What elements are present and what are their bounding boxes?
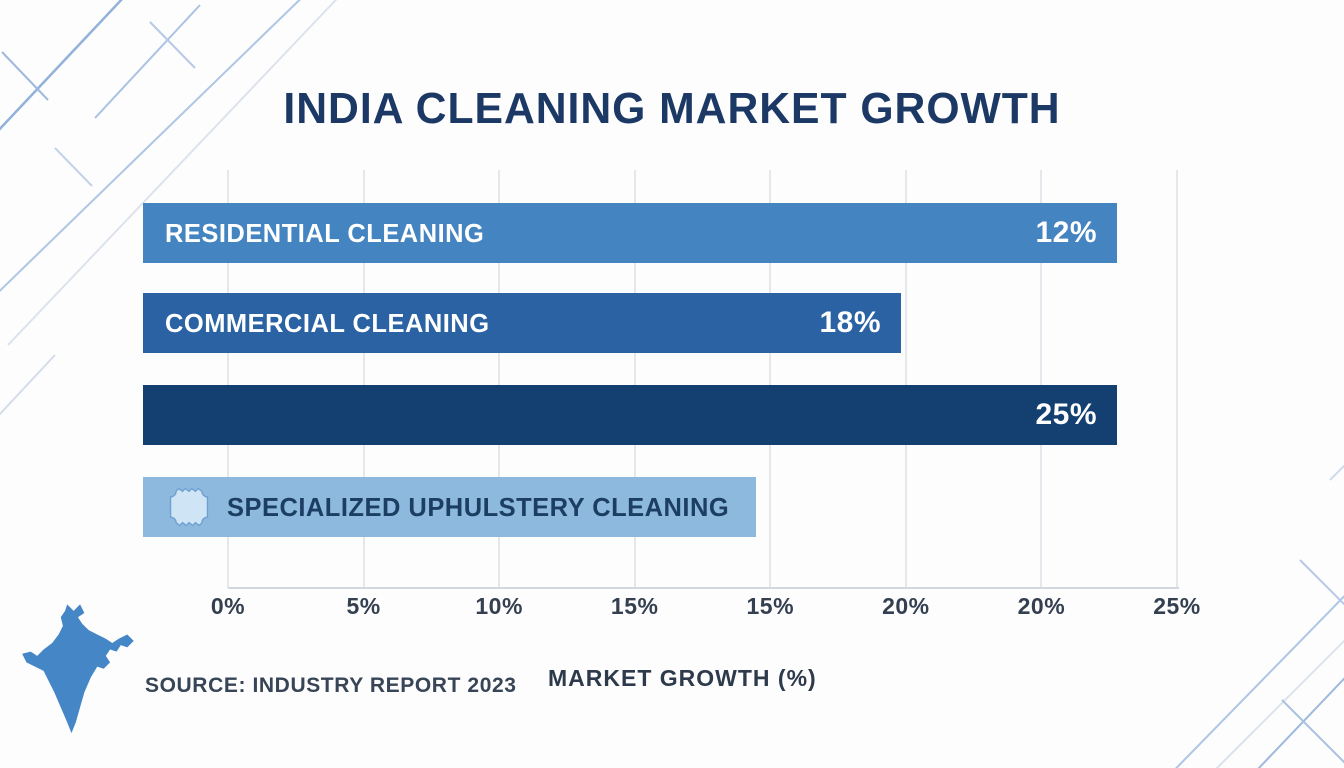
bar: RESIDENTIAL CLEANING 12%: [143, 203, 1117, 263]
x-tick-label: 5%: [346, 593, 381, 619]
gridline: [227, 170, 229, 588]
bar-label: RESIDENTIAL CLEANING: [165, 217, 485, 248]
page-title: INDIA CLEANING MARKET GROWTH: [283, 84, 1061, 133]
x-axis-line: [228, 587, 1179, 589]
x-tick-label: 20%: [1017, 593, 1066, 619]
x-axis-title: MARKET GROWTH (%): [548, 665, 817, 691]
x-tick-label: 20%: [882, 593, 930, 619]
x-tick-label: 0%: [210, 593, 246, 619]
x-tick-label: 25%: [1153, 593, 1201, 619]
bar: COMMERCIAL CLEANING 18%: [143, 293, 901, 353]
gridline: [633, 170, 636, 588]
bar: 25%: [143, 385, 1117, 445]
bar-value-label: 12%: [1035, 216, 1097, 249]
bar-value-label: 18%: [819, 306, 881, 339]
bar: SPECIALIZED UPHULSTERY CLEANING: [143, 477, 756, 537]
gridline: [1176, 170, 1178, 588]
india-map-icon: [20, 596, 138, 748]
bar-value-label: 25%: [1035, 398, 1097, 431]
source-note: SOURCE: INDUSTRY REPORT 2023: [145, 674, 517, 697]
gridline: [769, 170, 772, 588]
gridline: [498, 170, 501, 588]
gridline: [904, 170, 907, 588]
fabric-swatch-icon: [165, 485, 213, 529]
x-tick-label: 15%: [746, 593, 795, 619]
gridline: [1040, 170, 1043, 588]
x-tick-label: 15%: [610, 593, 659, 619]
bar-label: COMMERCIAL CLEANING: [165, 307, 490, 338]
gridline: [362, 170, 365, 588]
bar-label: SPECIALIZED UPHULSTERY CLEANING: [227, 491, 730, 522]
x-tick-label: 10%: [475, 593, 523, 619]
